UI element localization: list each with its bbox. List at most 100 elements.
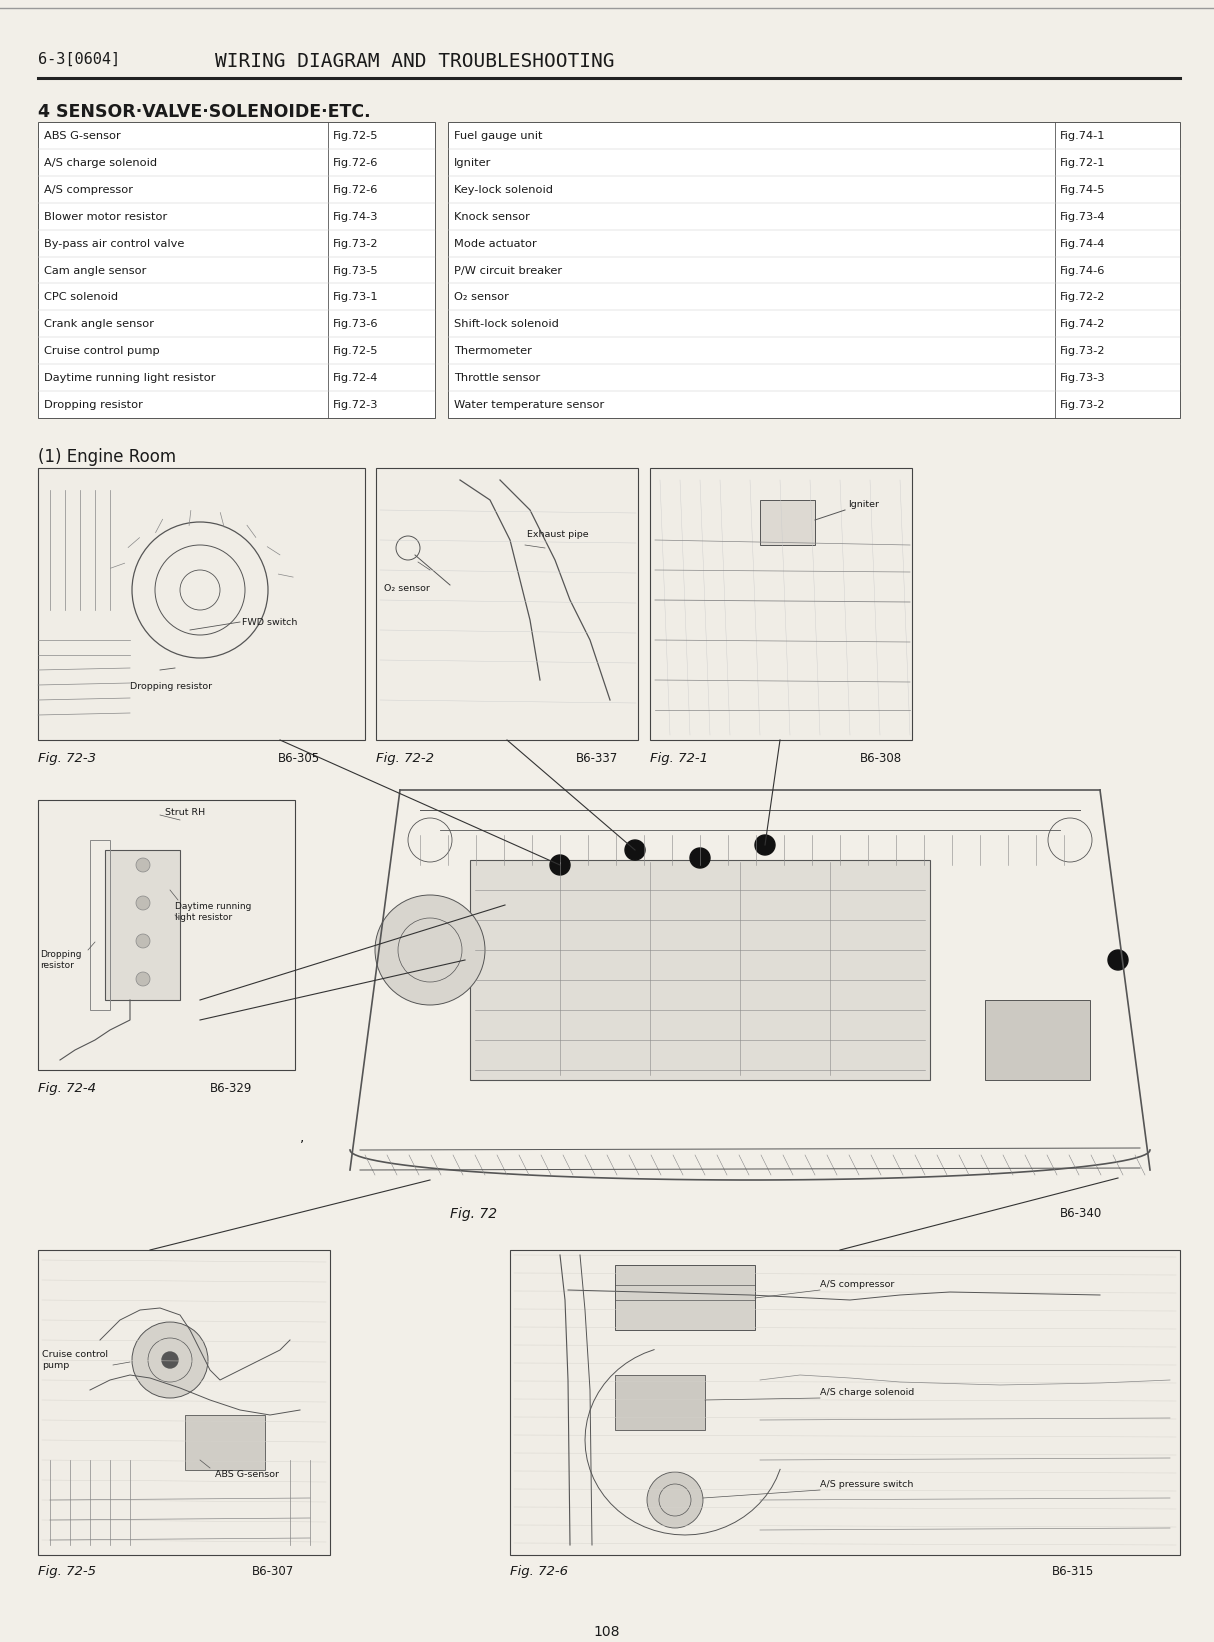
Text: B6-340: B6-340 <box>1060 1207 1102 1220</box>
Text: Fig. 72: Fig. 72 <box>450 1207 497 1222</box>
Circle shape <box>132 1322 208 1397</box>
Text: Fig. 72-1: Fig. 72-1 <box>649 752 708 765</box>
Text: Fig.72-5: Fig.72-5 <box>333 346 379 356</box>
Text: FWD switch: FWD switch <box>242 617 297 627</box>
Text: Fig. 72-2: Fig. 72-2 <box>376 752 433 765</box>
Text: B6-337: B6-337 <box>575 752 618 765</box>
Circle shape <box>136 897 151 910</box>
Text: 6-3[0604]: 6-3[0604] <box>38 53 120 67</box>
Text: WIRING DIAGRAM AND TROUBLESHOOTING: WIRING DIAGRAM AND TROUBLESHOOTING <box>215 53 614 71</box>
Text: Fig.73-2: Fig.73-2 <box>1060 346 1106 356</box>
Bar <box>38 800 295 1071</box>
Text: Fig.72-5: Fig.72-5 <box>333 131 379 141</box>
Bar <box>649 468 912 741</box>
Text: ABS G-sensor: ABS G-sensor <box>44 131 120 141</box>
Text: Fig.72-2: Fig.72-2 <box>1060 292 1106 302</box>
Text: ABS G-sensor: ABS G-sensor <box>215 1470 279 1479</box>
Text: Cruise control pump: Cruise control pump <box>44 346 160 356</box>
Circle shape <box>1108 951 1128 970</box>
Text: Crank angle sensor: Crank angle sensor <box>44 319 154 330</box>
Text: A/S pressure switch: A/S pressure switch <box>819 1479 913 1489</box>
Text: B6-329: B6-329 <box>210 1082 253 1095</box>
Text: Fig.74-4: Fig.74-4 <box>1060 238 1106 248</box>
Circle shape <box>136 859 151 872</box>
Text: Water temperature sensor: Water temperature sensor <box>454 401 605 410</box>
Circle shape <box>690 847 710 869</box>
Circle shape <box>625 841 645 860</box>
Bar <box>38 468 365 741</box>
Text: By-pass air control valve: By-pass air control valve <box>44 238 185 248</box>
Text: 4 SENSOR·VALVE·SOLENOIDE·ETC.: 4 SENSOR·VALVE·SOLENOIDE·ETC. <box>38 103 370 122</box>
Text: Fig.73-5: Fig.73-5 <box>333 266 379 276</box>
Text: Dropping resistor: Dropping resistor <box>44 401 143 410</box>
Circle shape <box>550 855 571 875</box>
Bar <box>615 1374 705 1430</box>
Text: Fig.72-1: Fig.72-1 <box>1060 158 1106 167</box>
Text: Fig.74-1: Fig.74-1 <box>1060 131 1106 141</box>
Bar <box>985 1000 1090 1080</box>
Bar <box>376 468 639 741</box>
Text: Dropping resistor: Dropping resistor <box>130 681 212 691</box>
Text: Shift-lock solenoid: Shift-lock solenoid <box>454 319 558 330</box>
Text: O₂ sensor: O₂ sensor <box>454 292 509 302</box>
Text: Knock sensor: Knock sensor <box>454 212 529 222</box>
Text: A/S charge solenoid: A/S charge solenoid <box>44 158 157 167</box>
Text: Fig.73-2: Fig.73-2 <box>1060 401 1106 410</box>
Text: Fig.73-1: Fig.73-1 <box>333 292 379 302</box>
Text: Mode actuator: Mode actuator <box>454 238 537 248</box>
Bar <box>510 1250 1180 1555</box>
Text: Fig.72-6: Fig.72-6 <box>333 158 379 167</box>
Circle shape <box>136 972 151 985</box>
Text: B6-315: B6-315 <box>1053 1565 1094 1578</box>
Text: P/W circuit breaker: P/W circuit breaker <box>454 266 562 276</box>
Text: Thermometer: Thermometer <box>454 346 532 356</box>
Text: Fig.74-6: Fig.74-6 <box>1060 266 1106 276</box>
Text: CPC solenoid: CPC solenoid <box>44 292 118 302</box>
Bar <box>448 122 1180 419</box>
Bar <box>38 122 435 419</box>
Text: Fig.73-4: Fig.73-4 <box>1060 212 1106 222</box>
Circle shape <box>755 836 775 855</box>
Text: Exhaust pipe: Exhaust pipe <box>527 529 589 539</box>
Text: Fig.73-6: Fig.73-6 <box>333 319 379 330</box>
Text: A/S compressor: A/S compressor <box>819 1279 895 1289</box>
Text: ,: , <box>300 1130 305 1144</box>
Text: Fig.72-6: Fig.72-6 <box>333 186 379 195</box>
Text: Fig.74-3: Fig.74-3 <box>333 212 379 222</box>
Circle shape <box>647 1471 703 1529</box>
Text: Daytime running light resistor: Daytime running light resistor <box>44 373 216 383</box>
Text: Igniter: Igniter <box>454 158 492 167</box>
Bar <box>760 501 815 545</box>
Text: B6-307: B6-307 <box>253 1565 294 1578</box>
Text: Fig.72-4: Fig.72-4 <box>333 373 379 383</box>
Text: Fuel gauge unit: Fuel gauge unit <box>454 131 543 141</box>
Text: Key-lock solenoid: Key-lock solenoid <box>454 186 554 195</box>
Text: B6-305: B6-305 <box>278 752 320 765</box>
Text: Fig.72-3: Fig.72-3 <box>333 401 379 410</box>
Text: Fig. 72-4: Fig. 72-4 <box>38 1082 96 1095</box>
Text: A/S compressor: A/S compressor <box>44 186 134 195</box>
Bar <box>104 851 180 1000</box>
Text: Igniter: Igniter <box>849 499 879 509</box>
Text: Fig.74-2: Fig.74-2 <box>1060 319 1106 330</box>
Circle shape <box>375 895 486 1005</box>
Text: Throttle sensor: Throttle sensor <box>454 373 540 383</box>
Text: Daytime running
light resistor: Daytime running light resistor <box>175 901 251 923</box>
Text: Fig. 72-6: Fig. 72-6 <box>510 1565 568 1578</box>
Text: Fig.73-2: Fig.73-2 <box>333 238 379 248</box>
Text: 108: 108 <box>594 1626 620 1639</box>
Text: Dropping
resistor: Dropping resistor <box>40 951 81 970</box>
Bar <box>470 860 930 1080</box>
Circle shape <box>136 934 151 947</box>
Text: (1) Engine Room: (1) Engine Room <box>38 448 176 466</box>
Text: Cruise control
pump: Cruise control pump <box>42 1350 108 1369</box>
Text: B6-308: B6-308 <box>860 752 902 765</box>
Bar <box>38 1250 330 1555</box>
Text: Strut RH: Strut RH <box>165 808 205 816</box>
Text: Cam angle sensor: Cam angle sensor <box>44 266 147 276</box>
Text: Fig.73-3: Fig.73-3 <box>1060 373 1106 383</box>
Circle shape <box>161 1351 178 1368</box>
Bar <box>615 1264 755 1330</box>
Text: Fig. 72-5: Fig. 72-5 <box>38 1565 96 1578</box>
Bar <box>185 1415 265 1470</box>
